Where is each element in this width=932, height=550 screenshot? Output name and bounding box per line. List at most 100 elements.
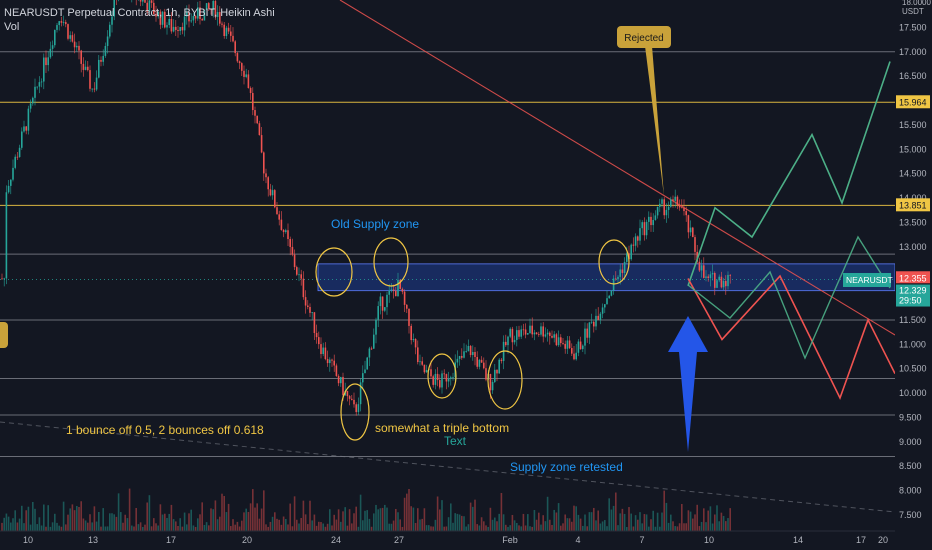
candle-body [450,377,452,379]
volume-bar [542,515,544,531]
volume-bar [249,503,252,531]
candle-body [311,312,313,314]
volume-bar [601,521,604,531]
candles-group [1,0,731,416]
volume-bar [329,509,331,531]
volume-bar [21,505,23,531]
volume-bar [529,526,531,531]
candle-body [351,398,353,400]
candle-body [159,11,162,25]
candle-body [67,24,69,39]
candle-body [285,230,287,233]
volume-bar [73,510,76,531]
volume-bar [632,526,635,531]
volume-bar [645,514,648,531]
candle-body [1,278,3,280]
candle-body [25,126,27,131]
volume-bar [69,508,71,531]
candle-body [507,336,509,346]
volume-bar [681,504,683,531]
candle-body [190,20,192,22]
volume-bar [425,525,428,531]
candle-body [551,335,553,338]
volume-bar [93,506,96,531]
candle-body [260,135,263,153]
volume-bar [597,510,599,531]
volume-bar [505,524,507,531]
candle-body [549,332,551,336]
candle-body [69,35,71,39]
countdown-label: 29:50 [899,296,922,306]
candle-body [384,307,386,311]
volume-bar [403,497,406,531]
candle-body [32,97,34,104]
volume-bar [78,506,80,531]
volume-bar [219,516,221,531]
candle-body [489,374,492,391]
volume-bar [324,526,327,531]
volume-bar [533,510,536,531]
volume-bar [168,513,170,531]
volume-bar [562,523,564,531]
candle-body [590,321,593,323]
triple-bottom-label: somewhat a triple bottom [375,421,510,435]
time-axis-tick: 10 [704,535,714,545]
volume-bar [436,496,439,531]
volume-bar [511,514,514,531]
volume-bar [113,514,115,531]
volume-bar [667,522,670,531]
volume-bar [729,508,731,531]
volume-bar [487,526,489,531]
volume-bar [82,518,85,531]
volume-bar [131,525,133,531]
candle-body [645,221,648,236]
candle-body [287,230,289,240]
candle-body [681,207,683,209]
candle-body [527,333,529,335]
candle-body [643,222,646,236]
candle-body [296,267,298,275]
volume-bar [419,519,421,531]
candle-body [725,280,727,287]
volume-bar [236,521,239,531]
volume-bar [582,525,584,531]
candle-body [293,254,296,268]
volume-bar [47,505,49,531]
candle-body [458,356,461,359]
volume-bar [461,515,463,531]
volume-bar [491,519,494,531]
candle-body [27,108,30,131]
volume-bar [60,526,63,531]
volume-bar [155,523,157,531]
candle-body [621,269,624,273]
volume-bar [5,513,8,531]
bullish-projection-line [687,61,891,287]
price-axis-tick: 11.000 [899,339,926,349]
candle-body [276,207,278,215]
candle-body [82,63,85,70]
price-axis-tick: 16.500 [899,71,927,81]
volume-bar [659,526,661,531]
symbol-title[interactable]: NEARUSDT Perpetual Contract, 1h, BYBIT, … [4,7,275,19]
candle-body [564,343,566,349]
volume-bar [27,506,30,531]
volume-bar [342,511,344,531]
candle-body [388,290,390,295]
candle-body [729,274,731,276]
volume-bar [612,505,615,531]
volume-bar [687,510,690,531]
volume-bar [351,523,353,531]
text-label: Text [444,434,467,448]
candle-body [601,307,604,314]
candle-body [412,339,415,341]
candle-body [595,315,597,327]
volume-bar [670,514,672,531]
volume-bar [199,514,201,531]
candle-body [291,246,294,255]
volume-bar [509,525,511,531]
volume-bar [401,526,404,531]
candle-body [582,345,584,350]
price-axis-tick: 15.000 [899,144,927,154]
volume-bar [98,511,100,531]
